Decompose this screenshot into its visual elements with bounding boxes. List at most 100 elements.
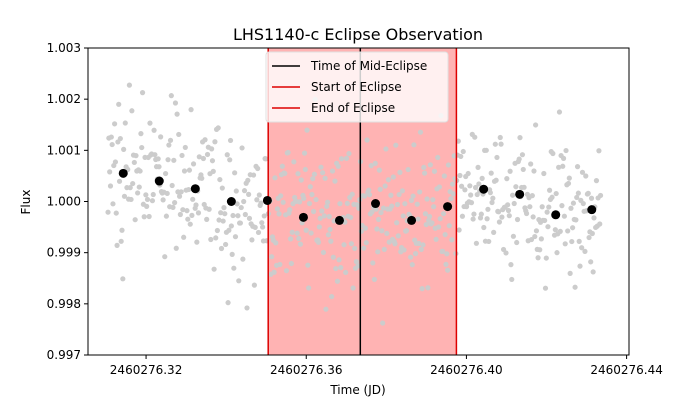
raw-point	[460, 148, 466, 155]
raw-point	[361, 245, 367, 251]
raw-point	[113, 210, 119, 216]
raw-point	[160, 197, 166, 203]
raw-point	[591, 215, 597, 221]
raw-point	[147, 120, 153, 126]
raw-point	[535, 255, 541, 261]
raw-point	[170, 204, 176, 211]
raw-point	[220, 218, 226, 224]
raw-point	[223, 241, 229, 248]
raw-point	[271, 269, 277, 275]
raw-point	[559, 203, 565, 209]
raw-point	[423, 221, 429, 228]
raw-point	[475, 164, 481, 170]
raw-point	[187, 221, 193, 227]
y-tick-label: 0.999	[47, 246, 81, 260]
raw-point	[401, 247, 407, 253]
raw-point	[137, 168, 143, 174]
raw-point	[491, 229, 497, 235]
raw-point	[259, 220, 265, 226]
legend-label-start-of-eclipse: Start of Eclipse	[311, 80, 402, 94]
raw-point	[285, 149, 291, 156]
raw-point	[492, 141, 498, 147]
raw-point	[597, 221, 603, 227]
raw-point	[416, 240, 422, 247]
raw-point	[379, 228, 385, 234]
raw-point	[204, 151, 211, 158]
raw-point	[385, 177, 392, 183]
raw-point	[168, 93, 174, 99]
raw-point	[376, 167, 382, 173]
y-tick-label: 1.002	[47, 92, 81, 106]
raw-point	[550, 150, 556, 157]
raw-point	[117, 135, 123, 142]
raw-point	[234, 201, 240, 207]
raw-point	[422, 170, 428, 176]
raw-point	[273, 240, 279, 246]
raw-point	[554, 250, 560, 256]
raw-point	[499, 214, 505, 220]
raw-point	[121, 193, 128, 199]
raw-point	[546, 204, 552, 210]
raw-point	[509, 276, 515, 283]
raw-point	[241, 188, 248, 194]
raw-point	[389, 203, 395, 209]
legend-label-end-of-eclipse: End of Eclipse	[311, 101, 395, 115]
raw-point	[368, 163, 374, 169]
raw-point	[225, 300, 231, 306]
raw-point	[242, 211, 248, 218]
raw-point	[279, 163, 285, 169]
raw-point	[575, 190, 581, 196]
raw-point	[164, 190, 170, 197]
raw-point	[252, 224, 258, 230]
raw-point	[380, 320, 386, 326]
raw-point	[529, 193, 535, 199]
raw-point	[483, 147, 489, 153]
raw-point	[444, 251, 450, 257]
raw-point	[344, 200, 350, 207]
raw-point	[150, 191, 156, 198]
raw-point	[366, 192, 373, 198]
raw-point	[363, 240, 369, 246]
raw-point	[180, 207, 186, 213]
raw-point	[306, 285, 312, 291]
raw-point	[459, 183, 465, 189]
raw-point	[533, 122, 539, 128]
legend-label-mid-eclipse: Time of Mid-Eclipse	[310, 59, 427, 73]
raw-point	[173, 245, 179, 251]
raw-point	[375, 216, 382, 222]
raw-point	[196, 154, 202, 160]
raw-point	[546, 187, 553, 193]
raw-point	[244, 305, 250, 311]
raw-point	[294, 230, 300, 236]
raw-point	[138, 131, 144, 137]
raw-point	[544, 209, 550, 215]
raw-point	[324, 203, 330, 209]
legend: Time of Mid-Eclipse Start of Eclipse End…	[265, 51, 449, 123]
raw-point	[176, 193, 183, 199]
raw-point	[282, 170, 288, 177]
raw-point	[445, 267, 451, 273]
raw-point	[309, 191, 315, 198]
x-tick-label: 2460276.40	[430, 363, 503, 377]
raw-point	[574, 194, 580, 201]
raw-point	[155, 156, 161, 162]
raw-point	[333, 265, 339, 272]
raw-point	[218, 210, 224, 216]
x-axis-label: Time (JD)	[329, 383, 385, 397]
raw-point	[130, 180, 136, 187]
raw-point	[304, 127, 310, 133]
raw-point	[172, 200, 178, 206]
binned-point	[154, 176, 164, 186]
raw-point	[311, 171, 318, 177]
raw-point	[545, 224, 551, 230]
raw-point	[397, 169, 403, 175]
raw-point	[440, 211, 447, 217]
raw-point	[541, 170, 547, 177]
raw-point	[465, 170, 471, 177]
raw-point	[177, 211, 183, 218]
raw-point	[185, 216, 191, 222]
raw-point	[246, 215, 253, 221]
raw-point	[408, 254, 414, 260]
raw-point	[435, 224, 442, 230]
